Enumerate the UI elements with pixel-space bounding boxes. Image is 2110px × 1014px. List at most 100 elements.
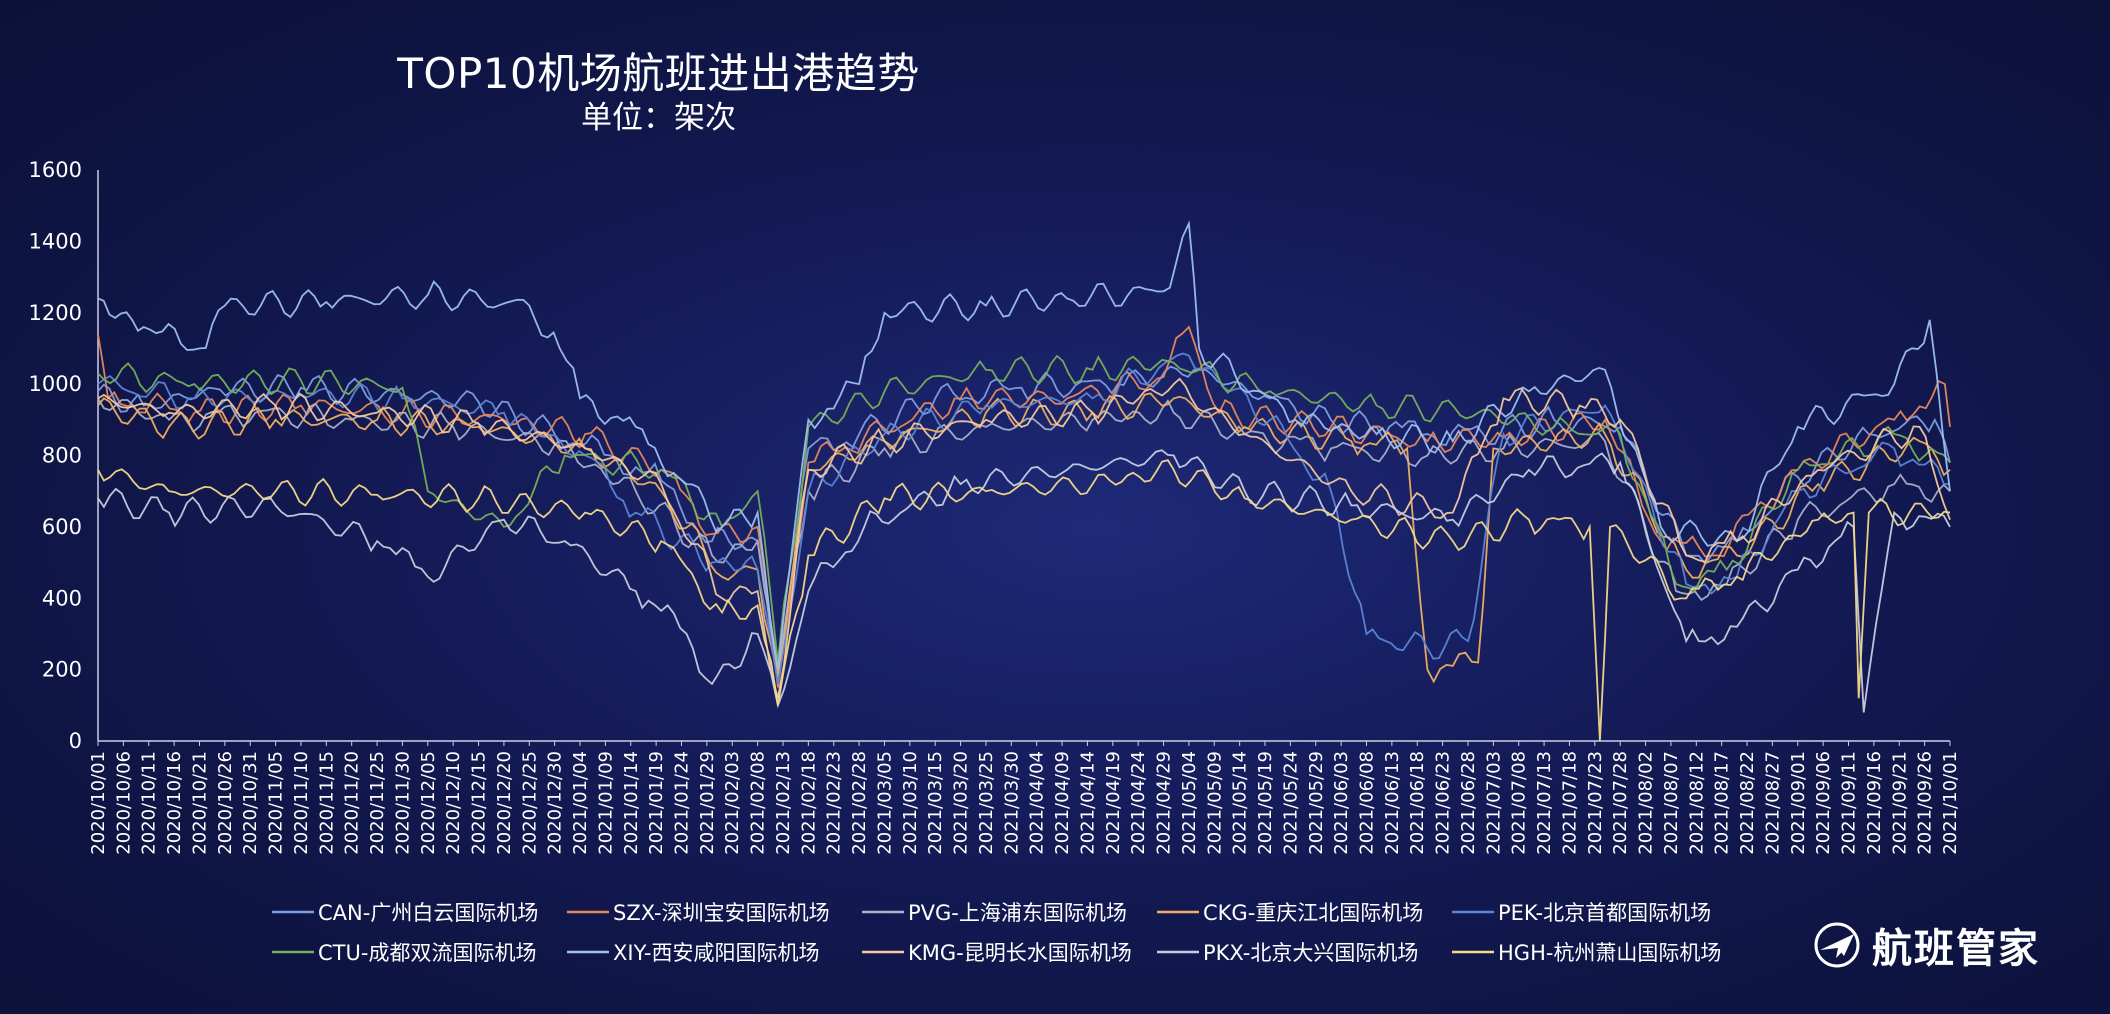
brand-text: 航班管家 (1872, 926, 2040, 972)
series-line (97, 220, 1951, 670)
x-tick-label: 2020/12/15 (469, 751, 490, 855)
x-tick-label: 2020/10/06 (113, 751, 134, 855)
x-tick-label: 2021/05/04 (1179, 751, 1200, 855)
chart-title: TOP10机场航班进出港趋势 (397, 49, 920, 98)
brand-logo: 航班管家 (1812, 916, 2040, 974)
y-tick-label: 0 (69, 729, 82, 753)
x-tick-label: 2020/10/26 (215, 751, 236, 855)
x-tick-label: 2021/01/29 (697, 751, 718, 855)
x-tick-label: 2021/02/28 (849, 751, 870, 855)
series-line (97, 459, 1951, 742)
x-tick-label: 2021/08/02 (1636, 751, 1657, 855)
y-tick-label: 200 (42, 658, 82, 682)
y-tick-label: 600 (42, 515, 82, 539)
x-tick-label: 2021/07/13 (1534, 751, 1555, 855)
x-tick-label: 2021/01/19 (646, 751, 667, 855)
x-tick-label: 2021/07/03 (1483, 751, 1504, 855)
x-tick-label: 2021/01/04 (570, 751, 591, 855)
x-tick-label: 2021/02/23 (824, 751, 845, 855)
x-tick-label: 2021/03/10 (900, 751, 921, 855)
y-tick-label: 400 (42, 586, 82, 610)
x-tick-label: 2021/04/14 (1077, 751, 1098, 855)
x-tick-label: 2021/01/09 (595, 751, 616, 855)
x-tick-label: 2020/10/11 (139, 751, 160, 855)
legend-label: CTU-成都双流国际机场 (318, 941, 536, 965)
x-tick-label: 2021/03/20 (951, 751, 972, 855)
legend-label: KMG-昆明长水国际机场 (908, 941, 1132, 965)
x-tick-label: 2021/08/22 (1737, 751, 1758, 855)
y-tick-label: 1000 (29, 372, 82, 396)
x-tick-label: 2021/06/08 (1356, 751, 1377, 855)
x-tick-label: 2021/05/14 (1230, 751, 1251, 855)
x-tick-label: 2020/12/20 (494, 751, 515, 855)
legend-label: PVG-上海浦东国际机场 (908, 901, 1127, 925)
x-tick-label: 2021/07/23 (1585, 751, 1606, 855)
series-lines (97, 220, 1951, 742)
x-tick-label: 2021/04/19 (1103, 751, 1124, 855)
x-tick-label: 2020/10/16 (164, 751, 185, 855)
x-tick-label: 2021/09/21 (1889, 751, 1910, 855)
series-line (97, 449, 1951, 713)
x-tick-label: 2021/06/03 (1331, 751, 1352, 855)
x-tick-label: 2021/07/08 (1509, 751, 1530, 855)
legend-label: CAN-广州白云国际机场 (318, 901, 538, 925)
x-tick-label: 2021/09/01 (1788, 751, 1809, 855)
legend-label: CKG-重庆江北国际机场 (1203, 901, 1423, 925)
x-tick-label: 2020/12/05 (418, 751, 439, 855)
x-tick-label: 2020/12/10 (443, 751, 464, 855)
x-tick-label: 2020/10/01 (88, 751, 109, 855)
series-line (97, 352, 1951, 685)
x-tick-label: 2021/07/28 (1610, 751, 1631, 855)
legend-label: PEK-北京首都国际机场 (1498, 901, 1711, 925)
x-tick-label: 2021/08/17 (1712, 751, 1733, 855)
x-tick-label: 2021/08/27 (1762, 751, 1783, 855)
y-tick-label: 1400 (29, 229, 82, 253)
x-tick-label: 2021/05/19 (1255, 751, 1276, 855)
x-tick-label: 2021/05/29 (1306, 751, 1327, 855)
x-tick-label: 2021/03/25 (976, 751, 997, 855)
series-line (97, 377, 1951, 699)
x-tick-label: 2020/10/21 (189, 751, 210, 855)
x-tick-label: 2021/08/12 (1686, 751, 1707, 855)
x-tick-label: 2021/01/14 (621, 751, 642, 855)
x-tick-label: 2021/06/18 (1407, 751, 1428, 855)
series-line (97, 397, 1951, 670)
x-tick-label: 2020/11/30 (392, 751, 413, 855)
x-tick-label: 2021/06/23 (1433, 751, 1454, 855)
x-tick-label: 2021/10/01 (1940, 751, 1961, 855)
legend: CAN-广州白云国际机场 SZX-深圳宝安国际机场 PVG-上海浦东国际机场 CKG-… (272, 901, 1721, 965)
legend-label: XIY-西安咸阳国际机场 (613, 941, 820, 965)
x-tick-label: 2021/01/24 (672, 751, 693, 855)
x-tick-label: 2020/11/10 (291, 751, 312, 855)
x-tick-label: 2021/07/18 (1559, 751, 1580, 855)
x-tick-label: 2021/06/13 (1382, 751, 1403, 855)
airplane-logo-icon (1814, 922, 1860, 968)
series-line (97, 392, 1951, 684)
x-tick-label: 2021/03/30 (1001, 751, 1022, 855)
x-tick-label: 2021/06/28 (1458, 751, 1479, 855)
series-line (97, 354, 1951, 663)
x-tick-label: 2021/05/24 (1280, 751, 1301, 855)
legend-label: SZX-深圳宝安国际机场 (613, 901, 830, 925)
x-tick-label: 2021/02/13 (773, 751, 794, 855)
x-tick-label: 2021/09/06 (1813, 751, 1834, 855)
x-tick-label: 2020/10/31 (240, 751, 261, 855)
x-tick-label: 2021/04/04 (1027, 751, 1048, 855)
x-tick-label: 2021/08/07 (1661, 751, 1682, 855)
x-tick-label: 2021/02/18 (798, 751, 819, 855)
series-line (97, 325, 1951, 688)
legend-label: HGH-杭州萧山国际机场 (1498, 941, 1721, 965)
x-tick-label: 2020/11/25 (367, 751, 388, 855)
x-tick-label: 2021/04/09 (1052, 751, 1073, 855)
x-tick-label: 2021/09/16 (1864, 751, 1885, 855)
x-tick-label: 2020/11/05 (266, 751, 287, 855)
x-tick-label: 2020/12/25 (519, 751, 540, 855)
x-tick-label: 2021/03/15 (925, 751, 946, 855)
y-tick-label: 1600 (29, 158, 82, 182)
x-tick-label: 2020/12/30 (545, 751, 566, 855)
x-tick-label: 2021/03/05 (874, 751, 895, 855)
x-tick-label: 2020/11/15 (316, 751, 337, 855)
x-tick-label: 2021/05/09 (1204, 751, 1225, 855)
